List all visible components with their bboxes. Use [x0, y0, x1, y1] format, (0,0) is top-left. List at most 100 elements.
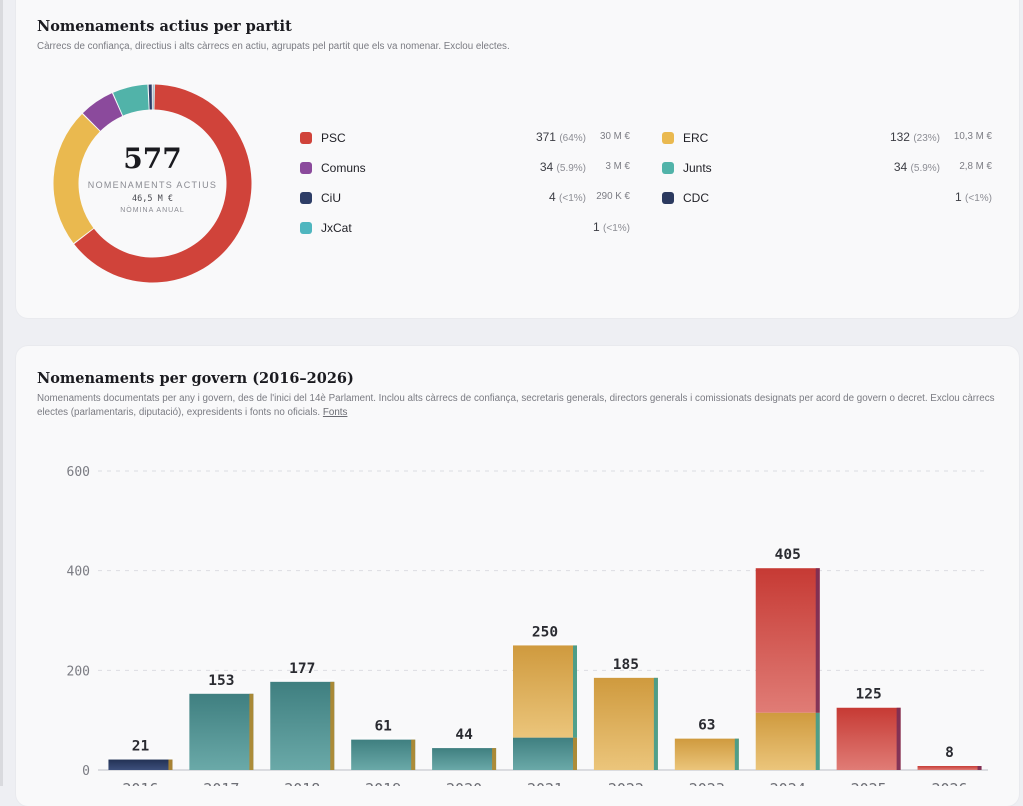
donut-slice-cdc[interactable] — [152, 84, 154, 110]
bar-2018-ciu-jxcat[interactable] — [270, 681, 335, 770]
legend-count-erc: 132 (23%) — [890, 130, 940, 144]
legend-count-comuns: 34 (5.9%) — [540, 160, 586, 174]
legend-item-psc[interactable]: PSC — [300, 130, 346, 146]
pct-value: (5.9%) — [910, 163, 940, 174]
count-value: 1 — [955, 190, 962, 204]
legend-count-ciu: 4 (<1%) — [549, 190, 586, 204]
donut-slice-ciu[interactable] — [148, 84, 152, 110]
bar-cap — [755, 565, 820, 569]
pct-value: (<1%) — [965, 193, 992, 204]
legend-name: ERC — [683, 131, 709, 145]
legend-count-junts: 34 (5.9%) — [894, 160, 940, 174]
bar-cap — [270, 678, 335, 682]
legend-amount-erc: 10,3 M € — [953, 131, 992, 142]
bar-2026-psc[interactable] — [917, 766, 982, 770]
bar-side-shade — [653, 677, 658, 770]
pct-value: (64%) — [559, 133, 586, 144]
bar-2020-ciu-jxcat[interactable] — [432, 748, 497, 770]
donut-slice-comuns[interactable] — [82, 93, 123, 131]
donut-slice-junts[interactable] — [113, 84, 149, 116]
legend-item-junts[interactable]: Junts — [662, 160, 712, 176]
bar-2025-psc[interactable] — [836, 707, 901, 770]
bar-cap — [836, 704, 901, 708]
label-layer: 21 2016 153 2017 177 2018 61 2019 44 2020 250 2021 1… — [122, 547, 967, 786]
bar-cap — [593, 674, 658, 678]
legend-count-jxcat: 1 (<1%) — [593, 220, 630, 234]
y-tick-label: 0 — [82, 764, 90, 779]
legend-name: Comuns — [321, 161, 366, 175]
count-value: 34 — [539, 160, 554, 174]
x-tick-label-2020: 2020 — [446, 780, 482, 786]
legend-item-jxcat[interactable]: JxCat — [300, 220, 352, 236]
bar-side-shade — [815, 568, 820, 713]
legend-item-comuns[interactable]: Comuns — [300, 160, 366, 176]
x-tick-label-2022: 2022 — [608, 780, 644, 786]
legend-swatch-comuns — [300, 162, 312, 174]
sources-link[interactable]: Fonts — [322, 407, 348, 418]
bar-side-shade — [411, 739, 416, 770]
bar-layer — [108, 565, 982, 770]
count-value: 132 — [889, 130, 910, 144]
bar-2022-erc[interactable] — [593, 677, 658, 770]
legend-swatch-jxcat — [300, 222, 312, 234]
party-card-title: Nomenaments actius per partit — [37, 18, 292, 35]
count-value: 34 — [893, 160, 908, 174]
x-tick-label-2019: 2019 — [365, 780, 401, 786]
bar-value-label-2018: 177 — [289, 661, 315, 677]
y-tick-label: 400 — [67, 565, 90, 580]
legend-name: JxCat — [321, 221, 352, 235]
pct-value: (5.9%) — [556, 163, 586, 174]
legend-amount-psc: 30 M € — [600, 131, 630, 142]
x-tick-label-2017: 2017 — [203, 780, 239, 786]
legend-swatch-junts — [662, 162, 674, 174]
bar-side-shade — [330, 681, 335, 770]
legend-item-cdc[interactable]: CDC — [662, 190, 709, 206]
legend-swatch-psc — [300, 132, 312, 144]
pct-value: (<1%) — [603, 223, 630, 234]
x-tick-label-2023: 2023 — [689, 780, 725, 786]
bar-side-shade — [896, 707, 901, 770]
bar-2016-ciu-jxcat[interactable] — [108, 759, 173, 770]
x-tick-label-2025: 2025 — [851, 780, 887, 786]
bar-cap — [674, 735, 739, 739]
x-tick-label-2024: 2024 — [770, 780, 806, 786]
bar-side-shade — [573, 737, 577, 770]
bar-cap — [108, 756, 173, 760]
legend-item-erc[interactable]: ERC — [662, 130, 708, 146]
bar-cap — [513, 642, 577, 646]
bar-2024-erc[interactable] — [755, 712, 820, 770]
legend-count-cdc: 1 (<1%) — [955, 190, 992, 204]
legend-amount-comuns: 3 M € — [605, 161, 630, 172]
gov-subtitle-text: Nomenaments documentats per any i govern… — [37, 393, 995, 418]
legend-amount-junts: 2,8 M € — [959, 161, 992, 172]
x-tick-label-2018: 2018 — [284, 780, 320, 786]
bar-2024-psc[interactable] — [755, 568, 820, 713]
gov-card-subtitle: Nomenaments documentats per any i govern… — [37, 392, 1002, 420]
legend-item-ciu[interactable]: CiU — [300, 190, 341, 206]
legend-name: CiU — [321, 191, 341, 205]
bar-2021-ciu-jxcat[interactable] — [513, 737, 577, 770]
bar-value-label-2020: 44 — [455, 727, 473, 743]
party-donut-chart: 577 NOMENAMENTS ACTIUS 46,5 M € NÒMINA A… — [52, 83, 253, 284]
bar-cap — [432, 745, 497, 749]
bar-value-label-2022: 185 — [613, 657, 639, 673]
bar-2019-ciu-jxcat[interactable] — [351, 739, 416, 770]
bar-value-label-2017: 153 — [208, 673, 234, 689]
x-tick-label-2021: 2021 — [527, 780, 563, 786]
bar-2023-erc[interactable] — [674, 738, 739, 770]
bar-2021-erc[interactable] — [513, 645, 577, 738]
x-tick-label-2016: 2016 — [122, 780, 158, 786]
bar-value-label-2024: 405 — [775, 547, 801, 563]
bar-side-shade — [573, 645, 577, 738]
count-value: 4 — [549, 190, 556, 204]
legend-name: Junts — [683, 161, 712, 175]
donut-slice-jxcat[interactable] — [153, 84, 155, 110]
donut-label: NOMENAMENTS ACTIUS — [87, 179, 218, 190]
bar-cap — [917, 763, 982, 767]
pct-value: (23%) — [913, 133, 940, 144]
legend-name: PSC — [321, 131, 346, 145]
bar-value-label-2023: 63 — [698, 718, 715, 734]
bar-2017-ciu-jxcat[interactable] — [189, 693, 254, 770]
donut-slice-erc[interactable] — [53, 113, 100, 244]
bar-value-label-2021: 250 — [532, 624, 558, 640]
